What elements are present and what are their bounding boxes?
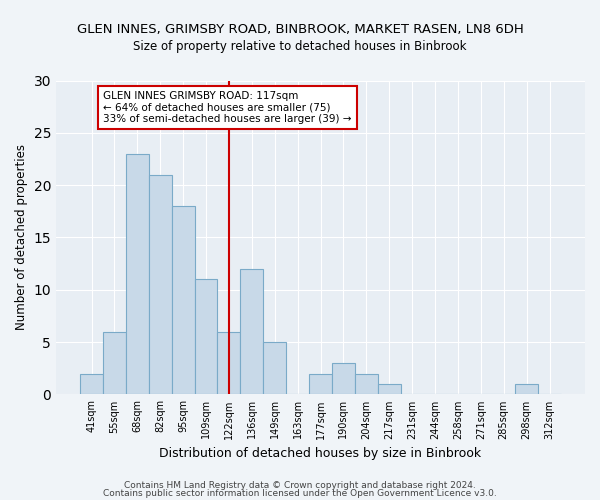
Bar xyxy=(80,374,103,394)
X-axis label: Distribution of detached houses by size in Binbrook: Distribution of detached houses by size … xyxy=(160,447,482,460)
Bar xyxy=(126,154,149,394)
Bar xyxy=(194,280,217,394)
Bar xyxy=(515,384,538,394)
Bar xyxy=(217,332,241,394)
Bar xyxy=(172,206,194,394)
Bar xyxy=(378,384,401,394)
Bar xyxy=(263,342,286,394)
Text: Contains public sector information licensed under the Open Government Licence v3: Contains public sector information licen… xyxy=(103,489,497,498)
Text: Size of property relative to detached houses in Binbrook: Size of property relative to detached ho… xyxy=(133,40,467,53)
Bar xyxy=(241,269,263,394)
Bar xyxy=(149,174,172,394)
Text: Contains HM Land Registry data © Crown copyright and database right 2024.: Contains HM Land Registry data © Crown c… xyxy=(124,480,476,490)
Bar xyxy=(103,332,126,394)
Bar xyxy=(332,363,355,394)
Text: GLEN INNES, GRIMSBY ROAD, BINBROOK, MARKET RASEN, LN8 6DH: GLEN INNES, GRIMSBY ROAD, BINBROOK, MARK… xyxy=(77,22,523,36)
Text: GLEN INNES GRIMSBY ROAD: 117sqm
← 64% of detached houses are smaller (75)
33% of: GLEN INNES GRIMSBY ROAD: 117sqm ← 64% of… xyxy=(103,91,352,124)
Y-axis label: Number of detached properties: Number of detached properties xyxy=(15,144,28,330)
Bar xyxy=(309,374,332,394)
Bar xyxy=(355,374,378,394)
